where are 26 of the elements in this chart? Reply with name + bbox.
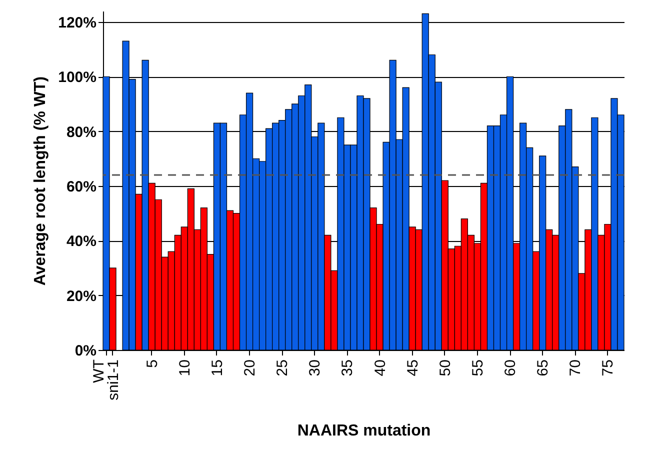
x-tick-label: 50: [436, 360, 454, 376]
x-tick-label: 30: [306, 360, 324, 376]
x-tick-label: 35: [339, 360, 356, 376]
y-tick-label: 80%: [66, 124, 96, 141]
x-tick-label: 15: [208, 360, 226, 376]
y-tick-label: 20%: [66, 288, 96, 305]
x-tick-label: 75: [600, 360, 617, 376]
y-tick-label: 60%: [66, 178, 96, 196]
x-tick-label: 20: [242, 360, 259, 376]
y-tick-label: 0%: [74, 342, 96, 360]
y-tick-label: 40%: [66, 233, 96, 250]
y-tick-label: 120%: [58, 14, 96, 32]
x-tick-label: 5: [144, 360, 161, 368]
x-tick-label: 70: [567, 360, 584, 376]
x-tick-label: WT: [90, 360, 108, 383]
x-tick-label: 10: [176, 360, 194, 376]
x-tick-label: 40: [372, 360, 389, 376]
x-tick-label: 25: [274, 360, 292, 376]
x-tick-label: sni1-1: [104, 360, 122, 400]
x-tick-label: 45: [404, 360, 422, 376]
x-axis-title: NAAIRS mutation: [297, 422, 431, 440]
x-tick-label: 55: [469, 360, 486, 376]
x-tick-label: 65: [534, 360, 552, 376]
y-tick-label: 100%: [58, 69, 96, 86]
y-axis-title: Average root length (% WT): [32, 76, 50, 286]
x-tick-label: 60: [502, 360, 520, 376]
